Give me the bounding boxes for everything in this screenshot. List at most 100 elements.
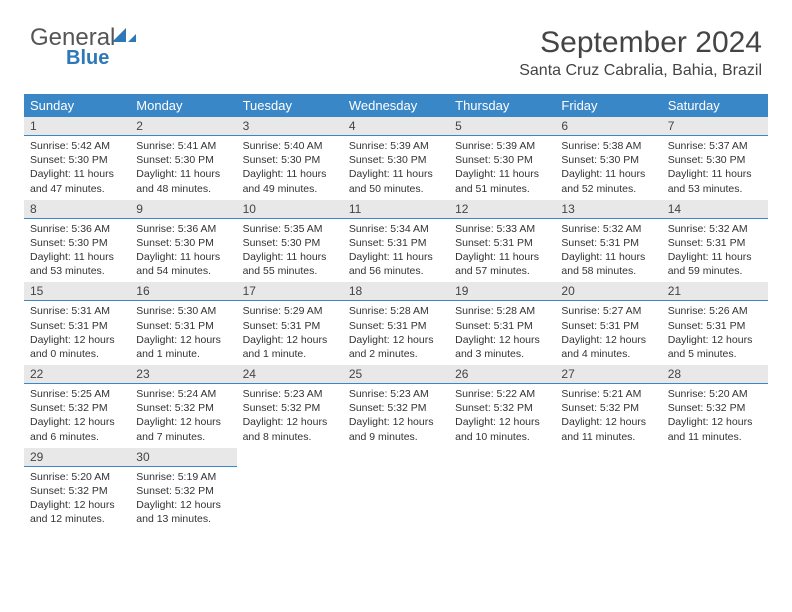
- sunrise-line: Sunrise: 5:39 AM: [455, 139, 549, 153]
- day-details: Sunrise: 5:22 AMSunset: 5:32 PMDaylight:…: [449, 384, 555, 448]
- sunrise-line: Sunrise: 5:40 AM: [243, 139, 337, 153]
- calendar-day-cell: 4Sunrise: 5:39 AMSunset: 5:30 PMDaylight…: [343, 117, 449, 200]
- calendar-day-cell: 11Sunrise: 5:34 AMSunset: 5:31 PMDayligh…: [343, 200, 449, 283]
- weekday-header: Thursday: [449, 94, 555, 117]
- daylight-line: Daylight: 12 hours and 1 minute.: [136, 333, 230, 361]
- sunrise-line: Sunrise: 5:22 AM: [455, 387, 549, 401]
- day-details: Sunrise: 5:36 AMSunset: 5:30 PMDaylight:…: [130, 219, 236, 283]
- sunset-line: Sunset: 5:30 PM: [136, 153, 230, 167]
- day-number: 5: [449, 117, 555, 136]
- sunset-line: Sunset: 5:31 PM: [668, 236, 762, 250]
- day-number: 23: [130, 365, 236, 384]
- daylight-line: Daylight: 12 hours and 2 minutes.: [349, 333, 443, 361]
- sunset-line: Sunset: 5:31 PM: [349, 319, 443, 333]
- calendar-day-cell: 30Sunrise: 5:19 AMSunset: 5:32 PMDayligh…: [130, 448, 236, 531]
- sunset-line: Sunset: 5:32 PM: [30, 401, 124, 415]
- calendar-day-cell: 14Sunrise: 5:32 AMSunset: 5:31 PMDayligh…: [662, 200, 768, 283]
- sunrise-line: Sunrise: 5:28 AM: [455, 304, 549, 318]
- day-details: Sunrise: 5:30 AMSunset: 5:31 PMDaylight:…: [130, 301, 236, 365]
- daylight-line: Daylight: 12 hours and 6 minutes.: [30, 415, 124, 443]
- sunrise-line: Sunrise: 5:42 AM: [30, 139, 124, 153]
- day-details: Sunrise: 5:42 AMSunset: 5:30 PMDaylight:…: [24, 136, 130, 200]
- day-number: 18: [343, 282, 449, 301]
- day-number: 16: [130, 282, 236, 301]
- day-number: 25: [343, 365, 449, 384]
- daylight-line: Daylight: 11 hours and 51 minutes.: [455, 167, 549, 195]
- sunset-line: Sunset: 5:31 PM: [561, 236, 655, 250]
- calendar-day-cell: 24Sunrise: 5:23 AMSunset: 5:32 PMDayligh…: [237, 365, 343, 448]
- daylight-line: Daylight: 11 hours and 53 minutes.: [30, 250, 124, 278]
- daylight-line: Daylight: 11 hours and 54 minutes.: [136, 250, 230, 278]
- day-details: Sunrise: 5:32 AMSunset: 5:31 PMDaylight:…: [662, 219, 768, 283]
- daylight-line: Daylight: 11 hours and 58 minutes.: [561, 250, 655, 278]
- day-number: 13: [555, 200, 661, 219]
- calendar-day-cell: 9Sunrise: 5:36 AMSunset: 5:30 PMDaylight…: [130, 200, 236, 283]
- day-number: 30: [130, 448, 236, 467]
- sunset-line: Sunset: 5:30 PM: [455, 153, 549, 167]
- calendar-week-row: 22Sunrise: 5:25 AMSunset: 5:32 PMDayligh…: [24, 365, 768, 448]
- sunrise-line: Sunrise: 5:32 AM: [668, 222, 762, 236]
- sunrise-line: Sunrise: 5:25 AM: [30, 387, 124, 401]
- day-number: 29: [24, 448, 130, 467]
- sunset-line: Sunset: 5:31 PM: [455, 236, 549, 250]
- daylight-line: Daylight: 12 hours and 3 minutes.: [455, 333, 549, 361]
- daylight-line: Daylight: 12 hours and 5 minutes.: [668, 333, 762, 361]
- sunset-line: Sunset: 5:31 PM: [30, 319, 124, 333]
- sunset-line: Sunset: 5:31 PM: [455, 319, 549, 333]
- day-details: Sunrise: 5:27 AMSunset: 5:31 PMDaylight:…: [555, 301, 661, 365]
- day-details: Sunrise: 5:19 AMSunset: 5:32 PMDaylight:…: [130, 467, 236, 531]
- calendar-day-cell: 3Sunrise: 5:40 AMSunset: 5:30 PMDaylight…: [237, 117, 343, 200]
- day-details: Sunrise: 5:39 AMSunset: 5:30 PMDaylight:…: [343, 136, 449, 200]
- calendar-day-cell: 20Sunrise: 5:27 AMSunset: 5:31 PMDayligh…: [555, 282, 661, 365]
- calendar-day-cell: 13Sunrise: 5:32 AMSunset: 5:31 PMDayligh…: [555, 200, 661, 283]
- daylight-line: Daylight: 12 hours and 0 minutes.: [30, 333, 124, 361]
- calendar-day-cell: [555, 448, 661, 531]
- daylight-line: Daylight: 12 hours and 11 minutes.: [668, 415, 762, 443]
- brand-sail-icon: [112, 28, 138, 44]
- sunrise-line: Sunrise: 5:23 AM: [243, 387, 337, 401]
- sunrise-line: Sunrise: 5:29 AM: [243, 304, 337, 318]
- calendar-day-cell: 22Sunrise: 5:25 AMSunset: 5:32 PMDayligh…: [24, 365, 130, 448]
- sunset-line: Sunset: 5:30 PM: [243, 236, 337, 250]
- day-number: 27: [555, 365, 661, 384]
- daylight-line: Daylight: 12 hours and 12 minutes.: [30, 498, 124, 526]
- sunrise-line: Sunrise: 5:20 AM: [30, 470, 124, 484]
- calendar-day-cell: 12Sunrise: 5:33 AMSunset: 5:31 PMDayligh…: [449, 200, 555, 283]
- calendar-day-cell: [343, 448, 449, 531]
- calendar-day-cell: 21Sunrise: 5:26 AMSunset: 5:31 PMDayligh…: [662, 282, 768, 365]
- daylight-line: Daylight: 11 hours and 55 minutes.: [243, 250, 337, 278]
- day-details: Sunrise: 5:23 AMSunset: 5:32 PMDaylight:…: [343, 384, 449, 448]
- daylight-line: Daylight: 12 hours and 4 minutes.: [561, 333, 655, 361]
- sunrise-line: Sunrise: 5:26 AM: [668, 304, 762, 318]
- daylight-line: Daylight: 11 hours and 59 minutes.: [668, 250, 762, 278]
- day-number: 4: [343, 117, 449, 136]
- day-details: Sunrise: 5:32 AMSunset: 5:31 PMDaylight:…: [555, 219, 661, 283]
- weekday-header: Monday: [130, 94, 236, 117]
- calendar-table: SundayMondayTuesdayWednesdayThursdayFrid…: [24, 94, 768, 530]
- weekday-header: Saturday: [662, 94, 768, 117]
- calendar-day-cell: 17Sunrise: 5:29 AMSunset: 5:31 PMDayligh…: [237, 282, 343, 365]
- sunrise-line: Sunrise: 5:35 AM: [243, 222, 337, 236]
- calendar-day-cell: 25Sunrise: 5:23 AMSunset: 5:32 PMDayligh…: [343, 365, 449, 448]
- sunset-line: Sunset: 5:31 PM: [349, 236, 443, 250]
- daylight-line: Daylight: 11 hours and 50 minutes.: [349, 167, 443, 195]
- day-number: 6: [555, 117, 661, 136]
- sunrise-line: Sunrise: 5:24 AM: [136, 387, 230, 401]
- sunrise-line: Sunrise: 5:23 AM: [349, 387, 443, 401]
- calendar-day-cell: 1Sunrise: 5:42 AMSunset: 5:30 PMDaylight…: [24, 117, 130, 200]
- daylight-line: Daylight: 12 hours and 7 minutes.: [136, 415, 230, 443]
- calendar-week-row: 15Sunrise: 5:31 AMSunset: 5:31 PMDayligh…: [24, 282, 768, 365]
- calendar-day-cell: 15Sunrise: 5:31 AMSunset: 5:31 PMDayligh…: [24, 282, 130, 365]
- sunset-line: Sunset: 5:32 PM: [455, 401, 549, 415]
- sunset-line: Sunset: 5:31 PM: [561, 319, 655, 333]
- sunrise-line: Sunrise: 5:19 AM: [136, 470, 230, 484]
- daylight-line: Daylight: 12 hours and 9 minutes.: [349, 415, 443, 443]
- day-number: 10: [237, 200, 343, 219]
- calendar-day-cell: [449, 448, 555, 531]
- daylight-line: Daylight: 12 hours and 11 minutes.: [561, 415, 655, 443]
- day-details: Sunrise: 5:28 AMSunset: 5:31 PMDaylight:…: [449, 301, 555, 365]
- calendar-day-cell: 5 Sunrise: 5:39 AMSunset: 5:30 PMDaylight…: [449, 117, 555, 200]
- sunset-line: Sunset: 5:32 PM: [668, 401, 762, 415]
- calendar-day-cell: 8Sunrise: 5:36 AMSunset: 5:30 PMDaylight…: [24, 200, 130, 283]
- day-number: 19: [449, 282, 555, 301]
